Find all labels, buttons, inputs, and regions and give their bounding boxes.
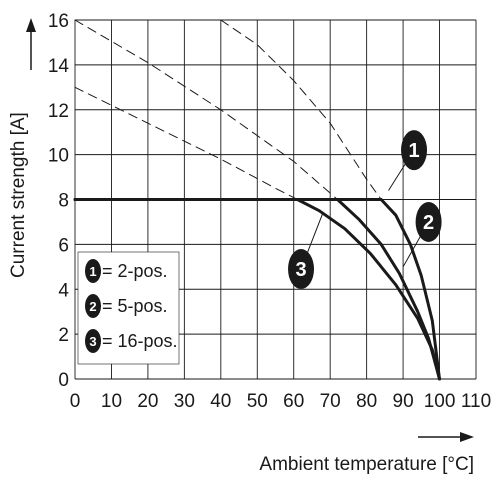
legend-badge (85, 329, 101, 353)
callout-badge-1 (401, 130, 428, 171)
y-tick-label: 16 (48, 11, 69, 32)
callout-badge-number: 3 (295, 259, 306, 281)
x-tick-label: 60 (283, 391, 304, 412)
dashed-curve-3 (74, 86, 298, 200)
x-axis-title-group: Ambient temperature [°C] (259, 432, 474, 475)
legend-label: = 16-pos. (102, 331, 178, 351)
callout-badge-number: 1 (408, 140, 419, 162)
dashed-curve-1 (220, 19, 382, 200)
extrapolation-curves (74, 19, 382, 200)
y-tick-label: 6 (58, 235, 69, 256)
x-tick-label: 40 (210, 391, 231, 412)
derating-curve-3 (73, 198, 441, 381)
x-tick-label: 20 (137, 391, 158, 412)
legend-label: = 2-pos. (102, 261, 168, 281)
x-tick-label: 10 (101, 391, 122, 412)
legend-badge (85, 259, 101, 283)
y-axis-title-group: Current strength [A] (8, 18, 36, 278)
x-tick-label: 50 (247, 391, 268, 412)
callout-badge-3 (288, 249, 315, 290)
callout-badge-number: 2 (423, 212, 434, 234)
x-tick-label: 110 (461, 391, 491, 412)
legend-badge-number: 2 (89, 299, 96, 314)
legend-badge (85, 294, 101, 318)
x-tick-label: 0 (70, 391, 81, 412)
derating-curve-2 (73, 198, 441, 381)
y-tick-label: 8 (58, 191, 69, 212)
x-tick-label: 90 (393, 391, 414, 412)
y-tick-label: 2 (58, 325, 69, 346)
dashed-curve-2 (74, 19, 338, 200)
x-axis-title: Ambient temperature [°C] (259, 454, 474, 475)
legend-item-3: 3 = 16-pos. (85, 329, 178, 353)
legend: 1 = 2-pos. 2 = 5-pos. 3 = 16-pos. (77, 251, 180, 365)
derating-curve-1 (73, 198, 441, 381)
curve-callouts: 1 2 3 (288, 130, 442, 290)
callout-badge-2 (415, 201, 442, 242)
x-tick-label: 70 (320, 391, 341, 412)
legend-badge-number: 1 (89, 264, 96, 279)
legend-item-1: 1 = 2-pos. (85, 259, 168, 283)
y-axis-arrow-head (26, 18, 36, 32)
y-tick-label: 4 (58, 280, 69, 301)
legend-item-2: 2 = 5-pos. (85, 294, 168, 318)
derating-curves (73, 198, 441, 381)
y-tick-label: 14 (48, 56, 70, 77)
x-axis-arrow-head (460, 432, 474, 442)
x-tick-label: 80 (356, 391, 377, 412)
y-tick-label: 10 (48, 146, 69, 167)
y-tick-label: 0 (58, 370, 69, 391)
legend-label: = 5-pos. (102, 296, 168, 316)
y-tick-label: 12 (48, 101, 69, 122)
legend-badge-number: 3 (89, 334, 96, 349)
y-axis-title: Current strength [A] (8, 112, 29, 278)
x-tick-label: 30 (174, 391, 195, 412)
x-tick-label: 100 (424, 391, 456, 412)
